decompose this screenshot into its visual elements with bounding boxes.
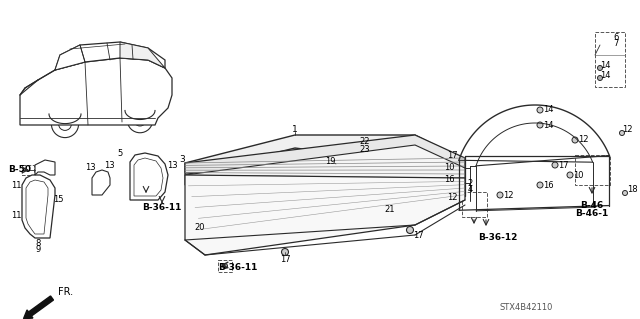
Circle shape xyxy=(159,172,165,178)
Text: 2: 2 xyxy=(467,179,472,188)
Bar xyxy=(595,32,625,87)
Circle shape xyxy=(26,188,31,192)
Text: B-46: B-46 xyxy=(580,201,604,210)
Circle shape xyxy=(98,46,102,50)
Circle shape xyxy=(572,137,578,143)
Text: FR.: FR. xyxy=(58,287,73,297)
Text: 12: 12 xyxy=(578,136,588,145)
Polygon shape xyxy=(92,170,110,195)
Circle shape xyxy=(537,122,543,128)
Text: 11: 11 xyxy=(11,211,21,219)
Circle shape xyxy=(223,263,227,269)
Text: 17: 17 xyxy=(280,256,291,264)
Text: 19: 19 xyxy=(324,158,335,167)
Circle shape xyxy=(406,226,413,234)
Polygon shape xyxy=(185,135,465,173)
Text: 11: 11 xyxy=(11,181,21,189)
Circle shape xyxy=(142,155,148,161)
Text: 15: 15 xyxy=(52,196,63,204)
Text: 6: 6 xyxy=(613,33,619,41)
Circle shape xyxy=(99,173,104,177)
Text: 17: 17 xyxy=(557,160,568,169)
Text: 7: 7 xyxy=(613,40,619,48)
Bar xyxy=(575,155,610,185)
Text: B-46-1: B-46-1 xyxy=(575,209,609,218)
Bar xyxy=(218,260,232,272)
Polygon shape xyxy=(120,42,165,68)
Text: 13: 13 xyxy=(104,160,115,169)
Text: 12: 12 xyxy=(447,192,458,202)
Circle shape xyxy=(598,76,602,80)
Polygon shape xyxy=(55,42,165,70)
Circle shape xyxy=(497,192,503,198)
Text: B-36-11: B-36-11 xyxy=(218,263,258,272)
Text: 8: 8 xyxy=(35,239,41,248)
Circle shape xyxy=(598,65,602,70)
Circle shape xyxy=(552,162,558,168)
Polygon shape xyxy=(185,145,465,185)
Polygon shape xyxy=(185,135,465,175)
Polygon shape xyxy=(55,45,85,70)
Text: 10: 10 xyxy=(573,170,583,180)
Polygon shape xyxy=(22,175,55,238)
Text: 10: 10 xyxy=(445,164,455,173)
Text: 21: 21 xyxy=(385,205,396,214)
Text: 4: 4 xyxy=(467,186,472,195)
Text: 20: 20 xyxy=(195,224,205,233)
Text: 17: 17 xyxy=(447,151,458,160)
Polygon shape xyxy=(130,153,168,200)
Circle shape xyxy=(26,207,31,212)
Text: 16: 16 xyxy=(444,175,455,184)
Bar xyxy=(295,135,415,163)
Text: 9: 9 xyxy=(35,244,40,254)
Polygon shape xyxy=(35,160,55,175)
Circle shape xyxy=(623,190,627,196)
Text: 14: 14 xyxy=(543,121,553,130)
Polygon shape xyxy=(185,175,465,255)
Text: 23: 23 xyxy=(360,145,371,154)
Text: 22: 22 xyxy=(360,137,371,146)
Circle shape xyxy=(337,160,344,167)
Text: 14: 14 xyxy=(600,70,611,79)
Circle shape xyxy=(567,172,573,178)
Circle shape xyxy=(209,229,216,236)
Bar xyxy=(138,170,154,188)
Circle shape xyxy=(282,249,289,256)
Circle shape xyxy=(459,182,465,188)
Text: 12: 12 xyxy=(621,125,632,135)
Text: B-36-12: B-36-12 xyxy=(478,233,518,241)
Text: 14: 14 xyxy=(600,61,611,70)
Bar xyxy=(462,192,487,217)
Text: B-36-11: B-36-11 xyxy=(142,204,182,212)
Bar xyxy=(22,165,34,175)
Text: 16: 16 xyxy=(543,181,554,189)
Text: 17: 17 xyxy=(413,231,423,240)
Text: 3: 3 xyxy=(179,155,185,165)
Text: STX4B42110: STX4B42110 xyxy=(500,303,554,313)
Text: 5: 5 xyxy=(117,149,123,158)
Circle shape xyxy=(620,130,625,136)
Text: 14: 14 xyxy=(543,106,553,115)
Text: 12: 12 xyxy=(503,190,513,199)
Text: 13: 13 xyxy=(166,160,177,169)
Circle shape xyxy=(537,182,543,188)
Text: 18: 18 xyxy=(627,186,637,195)
Text: 13: 13 xyxy=(84,164,95,173)
Text: 1: 1 xyxy=(292,125,298,135)
Circle shape xyxy=(93,188,97,192)
Circle shape xyxy=(537,107,543,113)
Polygon shape xyxy=(20,58,172,125)
Text: B-50: B-50 xyxy=(8,166,31,174)
FancyArrow shape xyxy=(24,296,54,319)
